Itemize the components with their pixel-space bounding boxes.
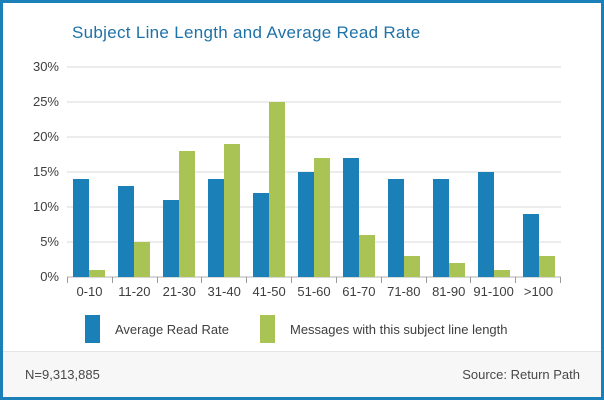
- bar: [493, 270, 510, 277]
- category-column: [381, 67, 426, 277]
- bar-pair: [387, 179, 420, 277]
- bar: [448, 263, 465, 277]
- category-column: [336, 67, 381, 277]
- bar-pair: [477, 172, 510, 277]
- bar: [73, 179, 90, 277]
- category-column: [247, 67, 292, 277]
- bar: [208, 179, 225, 277]
- bar: [432, 179, 449, 277]
- bar: [358, 235, 375, 277]
- bar-pair: [163, 151, 196, 277]
- x-axis-ticks: [67, 277, 561, 283]
- legend-label-average-read-rate: Average Read Rate: [115, 321, 229, 337]
- bar-columns: [67, 67, 561, 277]
- bar-pair: [208, 144, 241, 277]
- x-tick: [247, 277, 293, 283]
- category-column: [157, 67, 202, 277]
- chart-title: Subject Line Length and Average Read Rat…: [72, 23, 421, 42]
- x-tick: [337, 277, 382, 283]
- bar-pair: [342, 158, 375, 277]
- x-tick-label: 71-80: [387, 284, 421, 299]
- x-tick: [471, 277, 517, 283]
- category-column: [202, 67, 247, 277]
- bar: [134, 242, 151, 277]
- category-column: [471, 67, 516, 277]
- legend-label-message-count: Messages with this subject line length: [290, 321, 508, 337]
- bar: [163, 200, 180, 277]
- category-column: [67, 67, 112, 277]
- x-tick-label: 0-10: [76, 284, 103, 299]
- gridline: [67, 101, 561, 103]
- x-axis-line: [67, 276, 561, 278]
- category-column: [292, 67, 337, 277]
- category-column: [426, 67, 471, 277]
- y-tick-label: 10%: [32, 198, 59, 214]
- legend: Average Read Rate Messages with this sub…: [3, 315, 601, 343]
- bar: [477, 172, 494, 277]
- bar: [403, 256, 420, 277]
- x-tick-label: 61-70: [342, 284, 376, 299]
- gridline: [67, 66, 561, 68]
- source-label: Source: Return Path: [462, 367, 580, 382]
- bar: [342, 158, 359, 277]
- x-tick: [516, 277, 561, 283]
- x-tick: [158, 277, 203, 283]
- x-axis-labels: 0-10 11-20 21-30 31-40 41-50 51-60 61-70 71-80 8…: [67, 284, 561, 299]
- legend-item-average-read-rate: Average Read Rate: [85, 315, 229, 343]
- legend-swatch-message-count: [260, 315, 275, 343]
- x-tick-label: 21-30: [162, 284, 196, 299]
- y-tick-label: 25%: [32, 93, 59, 109]
- x-tick-label: 81-90: [432, 284, 466, 299]
- x-tick-label: >100: [523, 284, 554, 299]
- x-tick: [292, 277, 337, 283]
- bar: [269, 102, 286, 277]
- bar-pair: [297, 158, 330, 277]
- y-tick-label: 15%: [32, 163, 59, 179]
- bar: [179, 151, 196, 277]
- category-column: [516, 67, 561, 277]
- x-tick: [67, 277, 113, 283]
- y-tick-label: 30%: [32, 58, 59, 74]
- bar: [297, 172, 314, 277]
- bar: [253, 193, 270, 277]
- x-tick: [202, 277, 248, 283]
- gridline: [67, 136, 561, 138]
- category-column: [112, 67, 157, 277]
- bar-pair: [253, 102, 286, 277]
- x-tick-label: 41-50: [252, 284, 286, 299]
- y-tick-label: 0%: [40, 268, 59, 284]
- bar: [89, 270, 106, 277]
- x-tick: [113, 277, 158, 283]
- footer: N=9,313,885 Source: Return Path: [3, 351, 601, 397]
- x-tick: [382, 277, 427, 283]
- y-tick-label: 20%: [32, 128, 59, 144]
- bar-pair: [432, 179, 465, 277]
- legend-item-message-count: Messages with this subject line length: [260, 315, 508, 343]
- x-tick-label: 11-20: [118, 284, 151, 299]
- bar-pair: [522, 214, 555, 277]
- bar: [387, 179, 404, 277]
- sample-size-label: N=9,313,885: [25, 367, 100, 382]
- bar-pair: [118, 186, 151, 277]
- bar: [224, 144, 241, 277]
- x-tick-label: 31-40: [207, 284, 241, 299]
- legend-swatch-average-read-rate: [85, 315, 100, 343]
- bar: [522, 214, 539, 277]
- bar: [538, 256, 555, 277]
- plot-area: 0% 5% 10% 15% 20% 25% 30% 0-10 11-20 21-30 31-40 41…: [33, 59, 561, 299]
- x-tick: [427, 277, 472, 283]
- bar: [313, 158, 330, 277]
- bar-pair: [73, 179, 106, 277]
- y-tick-label: 5%: [40, 233, 59, 249]
- x-tick-label: 51-60: [297, 284, 331, 299]
- bar: [118, 186, 135, 277]
- x-tick-label: 91-100: [473, 284, 514, 299]
